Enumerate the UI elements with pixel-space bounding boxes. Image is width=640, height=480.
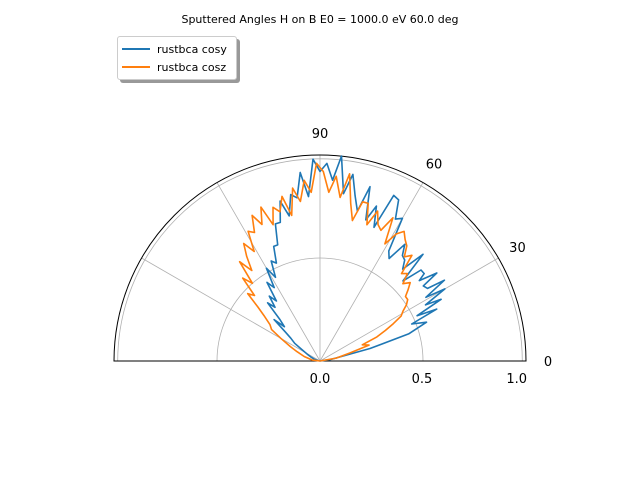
series-line-cosz (238, 162, 413, 362)
legend-label-cosy: rustbca cosy (157, 42, 227, 56)
chart-title: Sputtered Angles H on B E0 = 1000.0 eV 6… (181, 13, 458, 26)
legend-item-cosy: rustbca cosy (122, 41, 227, 57)
polar-grid (117, 155, 523, 362)
theta-tick-label-0: 0 (544, 355, 552, 370)
legend-label-cosz: rustbca cosz (157, 60, 227, 74)
series-line-cosy (265, 155, 446, 362)
legend-swatch-cosy (122, 48, 150, 50)
polar-frame (113, 154, 527, 362)
theta-tick-label-60: 60 (426, 158, 443, 173)
r-tick-label-0-5: 0.5 (412, 372, 433, 387)
r-tick-label-1-0: 1.0 (506, 372, 527, 387)
theta-tick-label-90: 90 (312, 127, 329, 142)
theta-gridline-60 (319, 182, 424, 362)
legend-item-cosz: rustbca cosz (122, 59, 226, 75)
r-tick-label-0: 0.0 (310, 372, 331, 387)
legend-swatch-cosz (122, 66, 150, 68)
legend: rustbca cosy rustbca cosz (117, 36, 237, 80)
theta-gridline-30 (319, 257, 499, 362)
theta-gridline-150 (141, 257, 321, 362)
theta-tick-label-30: 30 (509, 241, 526, 256)
